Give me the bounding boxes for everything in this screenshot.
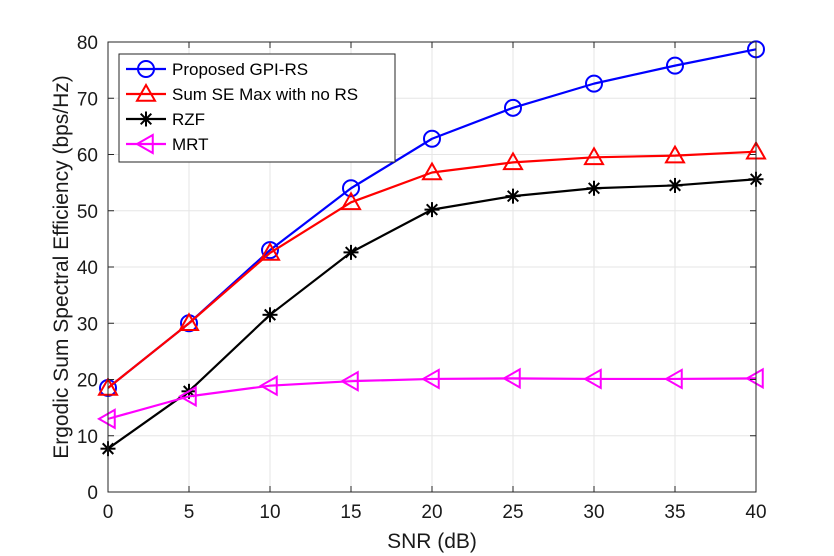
- legend-item: Proposed GPI-RS: [126, 60, 308, 79]
- legend-marker: [138, 111, 154, 127]
- data-point: [585, 74, 603, 93]
- legend-label: Sum SE Max with no RS: [172, 85, 358, 104]
- legend-label: Proposed GPI-RS: [172, 60, 308, 79]
- y-tick-label: 40: [77, 258, 98, 279]
- data-point: [421, 161, 443, 181]
- data-point: [663, 368, 683, 390]
- x-tick-label: 0: [103, 502, 114, 523]
- legend-marker: [137, 60, 155, 78]
- legend-label: MRT: [172, 135, 209, 154]
- data-point: [667, 177, 683, 193]
- x-tick-label: 15: [340, 502, 361, 523]
- data-point: [339, 370, 359, 392]
- data-point: [423, 129, 441, 148]
- data-point: [502, 151, 524, 171]
- data-point: [259, 241, 281, 261]
- data-point: [664, 144, 686, 164]
- data-point: [177, 385, 197, 408]
- legend-label: RZF: [172, 110, 205, 129]
- data-point: [504, 98, 522, 117]
- data-point: [582, 368, 602, 390]
- y-tick-label: 70: [77, 89, 98, 110]
- x-tick-label: 35: [664, 502, 685, 523]
- y-axis-title: Ergodic Sum Spectral Efficiency (bps/Hz): [50, 75, 73, 459]
- y-tick-label: 0: [87, 483, 98, 504]
- data-point: [340, 191, 362, 211]
- x-tick-label: 20: [421, 502, 442, 523]
- x-tick-label: 40: [745, 502, 766, 523]
- data-point: [343, 244, 359, 260]
- y-tick-label: 60: [77, 146, 98, 167]
- y-tick-label: 80: [77, 33, 98, 54]
- data-point: [420, 368, 440, 390]
- axis-ticks: 0 5 10 15 20 25 30 35 40 0 10 20 30 40 50 60 70 80: [77, 33, 767, 523]
- legend: Proposed GPI-RS Sum SE Max with no RS RZF M…: [118, 53, 396, 163]
- data-point: [178, 312, 200, 331]
- legend-item: Sum SE Max with no RS: [126, 82, 358, 104]
- x-tick-label: 25: [502, 502, 523, 523]
- data-point: [262, 307, 278, 323]
- data-point: [501, 367, 521, 390]
- data-point: [424, 202, 440, 218]
- legend-marker: [134, 133, 154, 155]
- series-line: [107, 150, 757, 389]
- data-point: [342, 179, 360, 198]
- series-line: [107, 377, 757, 420]
- data-point: [96, 408, 116, 430]
- y-tick-label: 50: [77, 202, 98, 223]
- data-point: [505, 188, 521, 204]
- data-point: [583, 146, 605, 166]
- data-point: [744, 367, 764, 390]
- legend-item: RZF: [126, 110, 205, 129]
- x-tick-label: 30: [583, 502, 604, 523]
- legend-marker: [135, 82, 157, 102]
- data-point: [586, 180, 602, 196]
- legend-item: MRT: [126, 133, 209, 155]
- data-point: [258, 374, 278, 397]
- x-axis-title: SNR (dB): [387, 530, 477, 553]
- y-tick-label: 20: [77, 371, 98, 392]
- series-mrt: [96, 367, 764, 430]
- y-tick-label: 10: [77, 427, 98, 448]
- data-point: [666, 56, 684, 75]
- x-tick-label: 10: [259, 502, 280, 523]
- x-tick-label: 5: [184, 502, 195, 523]
- series-sum-se-max-with-no-rs: [97, 140, 767, 396]
- y-tick-label: 30: [77, 314, 98, 335]
